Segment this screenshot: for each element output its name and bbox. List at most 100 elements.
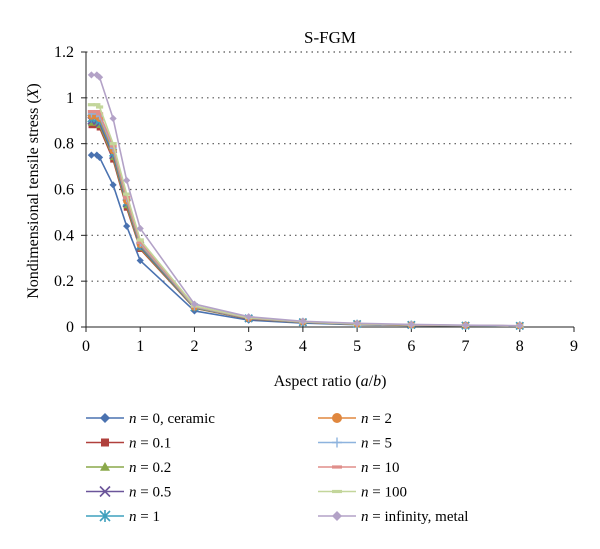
x-tick-label: 9 bbox=[570, 338, 578, 355]
data-point bbox=[95, 73, 104, 81]
legend-marker bbox=[100, 413, 110, 423]
legend-item: n = infinity, metal bbox=[318, 509, 468, 525]
legend-label: n = 0, ceramic bbox=[129, 411, 215, 427]
data-point bbox=[136, 240, 144, 244]
legend-item: n = 2 bbox=[318, 411, 392, 427]
series-line bbox=[91, 115, 520, 327]
x-tick-label: 0 bbox=[82, 338, 90, 355]
y-axis-title: Nondimensional tensile stress (X) bbox=[25, 83, 42, 299]
data-point bbox=[136, 256, 144, 265]
legend-marker bbox=[332, 511, 342, 521]
x-tick-labels: 0 1 2 3 4 5 6 7 8 9 bbox=[82, 338, 578, 355]
legend-label: n = 10 bbox=[361, 460, 399, 476]
y-tick-label: 0 bbox=[66, 319, 74, 336]
series-3 bbox=[87, 116, 524, 331]
x-tick-label: 8 bbox=[516, 338, 524, 355]
data-point bbox=[123, 195, 131, 200]
data-point bbox=[136, 224, 144, 233]
data-point bbox=[245, 313, 253, 321]
legend-marker bbox=[99, 485, 111, 498]
series-line bbox=[91, 124, 520, 327]
data-point bbox=[136, 238, 144, 242]
x-axis-title: Aspect ratio (a/b) bbox=[274, 373, 387, 390]
data-point bbox=[353, 319, 361, 327]
data-point bbox=[123, 176, 131, 184]
legend-item: n = 0.5 bbox=[86, 485, 171, 501]
data-point bbox=[95, 153, 104, 162]
series-line bbox=[91, 74, 520, 327]
series-line bbox=[91, 154, 520, 327]
series-line bbox=[91, 103, 520, 327]
series-1 bbox=[88, 122, 523, 329]
data-point bbox=[123, 192, 131, 196]
legend-label: n = 5 bbox=[361, 436, 392, 452]
legend-marker bbox=[332, 437, 342, 448]
legend-marker bbox=[332, 465, 342, 469]
legend-marker bbox=[101, 438, 109, 447]
data-point bbox=[109, 142, 117, 146]
series-4 bbox=[87, 114, 524, 331]
legend-item: n = 10 bbox=[318, 460, 399, 476]
x-tick-label: 3 bbox=[245, 338, 253, 355]
grid-lines bbox=[86, 51, 574, 282]
x-tick-label: 5 bbox=[353, 338, 361, 355]
legend-item: n = 1 bbox=[86, 509, 160, 525]
y-tick-labels: 0 0.2 0.4 0.6 0.8 1 1.2 bbox=[54, 44, 74, 336]
x-tick-label: 4 bbox=[299, 338, 307, 355]
series-0 bbox=[87, 151, 524, 330]
legend-item: n = 0, ceramic bbox=[86, 411, 215, 427]
series-line bbox=[91, 119, 520, 327]
legend-label: n = 0.2 bbox=[129, 460, 171, 476]
data-point bbox=[93, 109, 101, 114]
x-tick-label: 7 bbox=[462, 338, 470, 355]
data-point bbox=[299, 317, 307, 325]
y-tick-label: 0.2 bbox=[54, 273, 74, 290]
legend-label: n = 0.5 bbox=[129, 485, 171, 501]
series-line bbox=[91, 117, 520, 327]
data-point bbox=[95, 105, 104, 109]
data-point bbox=[95, 112, 104, 116]
y-tick-label: 0.4 bbox=[54, 227, 74, 244]
legend-label: n = 2 bbox=[361, 411, 392, 427]
legend-item: n = 0.2 bbox=[86, 460, 171, 476]
series-5 bbox=[87, 112, 524, 330]
legend-marker bbox=[332, 413, 342, 423]
x-tick-label: 1 bbox=[136, 338, 144, 355]
x-tick-label: 6 bbox=[407, 338, 415, 355]
data-point bbox=[87, 151, 96, 159]
data-point bbox=[516, 322, 524, 330]
series-line bbox=[91, 113, 520, 327]
legend-label: n = infinity, metal bbox=[361, 509, 468, 525]
data-point bbox=[87, 103, 96, 107]
y-tick-label: 1 bbox=[66, 90, 74, 107]
data-point bbox=[109, 114, 117, 123]
x-tick-label: 2 bbox=[190, 338, 198, 355]
axes bbox=[81, 51, 575, 332]
data-point bbox=[190, 300, 199, 308]
legend-item: n = 100 bbox=[318, 485, 407, 501]
legend-marker bbox=[332, 489, 342, 494]
y-tick-label: 1.2 bbox=[54, 44, 74, 61]
y-tick-label: 0.6 bbox=[54, 182, 74, 199]
data-point bbox=[93, 103, 101, 107]
series-line bbox=[91, 122, 520, 327]
data-point bbox=[87, 71, 96, 79]
data-point bbox=[461, 321, 470, 329]
y-tick-label: 0.8 bbox=[54, 136, 74, 153]
legend-label: n = 1 bbox=[129, 509, 160, 525]
data-point bbox=[109, 181, 117, 189]
legend-label: n = 100 bbox=[361, 485, 407, 501]
legend-marker bbox=[99, 510, 111, 522]
data-point bbox=[123, 222, 131, 230]
legend-marker bbox=[100, 462, 110, 471]
legend-label: n = 0.1 bbox=[129, 436, 171, 452]
data-point bbox=[407, 320, 415, 329]
legend: n = 0, ceramic n = 0.1 n = 0.2 n = 0.5 n = 1… bbox=[86, 411, 468, 525]
chart-title: S-FGM bbox=[304, 28, 356, 47]
series-9 bbox=[87, 71, 524, 330]
series-7 bbox=[87, 109, 524, 328]
data-point bbox=[87, 109, 96, 114]
series-8 bbox=[87, 103, 524, 328]
legend-item: n = 0.1 bbox=[86, 436, 171, 452]
